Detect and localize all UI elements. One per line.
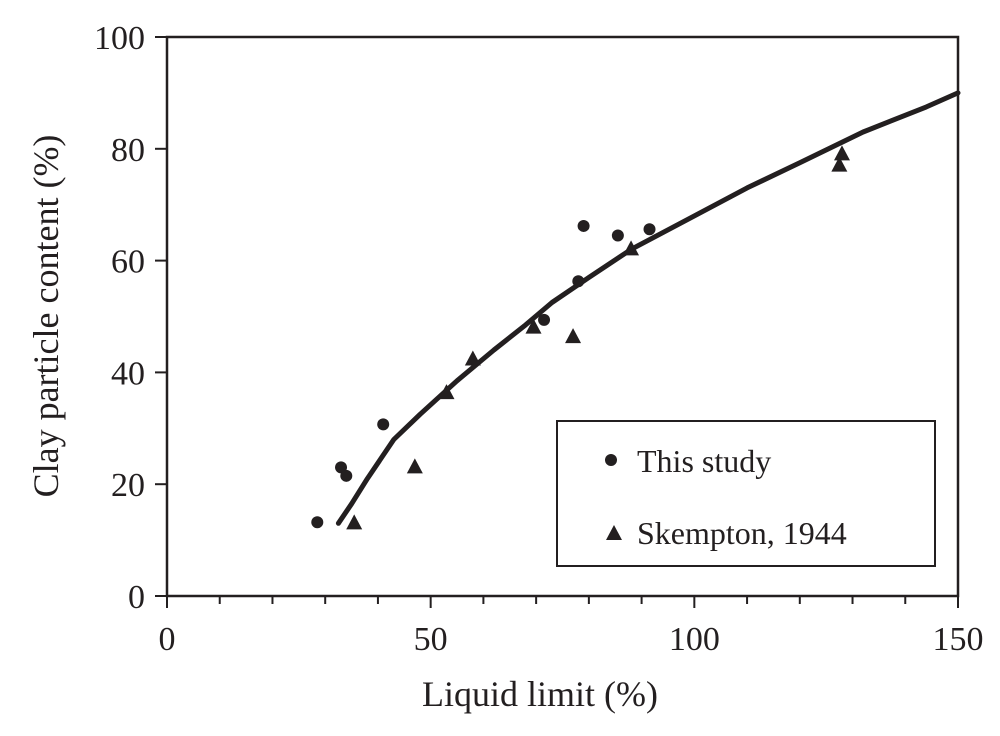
point-this-study-2 xyxy=(340,469,353,482)
point-skempton-0 xyxy=(346,514,363,530)
point-skempton-1 xyxy=(406,458,423,474)
data-points-layer xyxy=(311,145,850,530)
trend-line-layer xyxy=(335,90,961,526)
x-tick-label-100: 100 xyxy=(669,621,720,658)
x-axis-title: Liquid limit (%) xyxy=(422,674,658,714)
point-skempton-2 xyxy=(438,384,455,400)
y-tick-label-0: 0 xyxy=(128,579,145,616)
point-this-study-8 xyxy=(643,223,656,236)
point-skempton-6 xyxy=(623,240,640,256)
point-skempton-7 xyxy=(831,156,848,172)
point-this-study-0 xyxy=(311,516,324,529)
point-this-study-7 xyxy=(611,229,624,242)
axis-tick-labels: 0 50 100 150 0 20 40 60 80 100 xyxy=(94,20,984,658)
trend-line xyxy=(335,90,961,526)
x-tick-label-50: 50 xyxy=(414,621,448,658)
y-tick-label-40: 40 xyxy=(111,355,145,392)
legend-marker-skempton xyxy=(606,525,622,540)
legend-label-skempton: Skempton, 1944 xyxy=(637,515,847,551)
x-tick-label-150: 150 xyxy=(933,621,984,658)
axis-ticks xyxy=(155,36,959,608)
y-tick-label-100: 100 xyxy=(94,20,145,57)
legend-marker-this-study xyxy=(605,454,617,466)
point-skempton-3 xyxy=(464,350,481,366)
y-axis-title: Clay particle content (%) xyxy=(26,135,66,498)
y-tick-label-80: 80 xyxy=(111,132,145,169)
point-this-study-4 xyxy=(538,313,551,326)
legend: This study Skempton, 1944 xyxy=(556,420,936,567)
point-skempton-8 xyxy=(833,145,850,161)
point-skempton-5 xyxy=(565,328,582,344)
point-this-study-6 xyxy=(577,219,590,232)
plot-frame xyxy=(165,35,960,598)
y-tick-label-20: 20 xyxy=(111,467,145,504)
legend-label-this-study: This study xyxy=(637,443,771,479)
y-tick-label-60: 60 xyxy=(111,244,145,281)
point-this-study-3 xyxy=(377,418,390,431)
x-tick-label-0: 0 xyxy=(159,621,176,658)
point-skempton-4 xyxy=(525,318,542,334)
point-this-study-5 xyxy=(572,275,585,288)
legend-box xyxy=(556,420,936,567)
